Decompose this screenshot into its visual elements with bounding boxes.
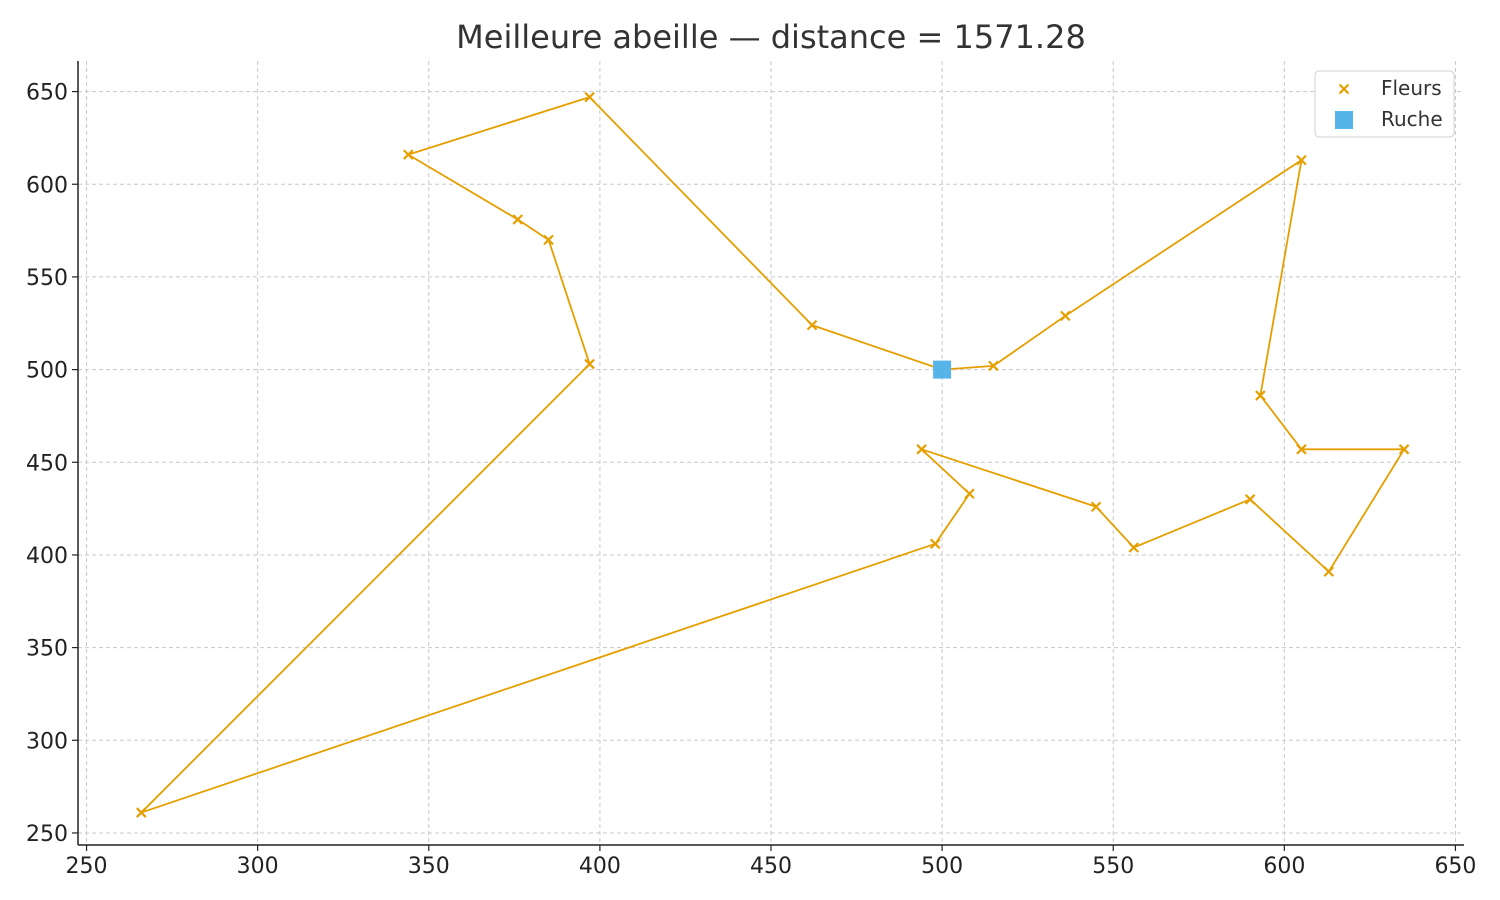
x-marker-stroke [1398, 444, 1410, 455]
x-marker-stroke [1060, 310, 1071, 322]
x-marker-stroke [1296, 154, 1307, 166]
flower-point [1128, 542, 1140, 553]
x-tick-label: 600 [1263, 854, 1305, 879]
x-marker-stroke [584, 91, 595, 103]
flower-point [543, 234, 554, 246]
y-tick-label: 600 [26, 173, 68, 198]
flower-point [136, 807, 147, 818]
flower-point [806, 319, 818, 331]
x-marker-stroke [929, 538, 941, 550]
legend-square-marker [1335, 111, 1353, 129]
x-marker-stroke [1323, 566, 1335, 577]
flower-point [1060, 310, 1071, 322]
x-marker-stroke [1255, 390, 1266, 401]
flower-point [1090, 501, 1102, 513]
x-tick-label: 400 [579, 854, 621, 879]
y-tick-label: 250 [26, 822, 68, 847]
hive-point [933, 360, 952, 379]
flower-point [584, 91, 595, 103]
x-tick-label: 500 [921, 854, 963, 879]
x-marker-stroke [584, 358, 595, 370]
x-marker-stroke [916, 444, 927, 455]
y-tick-label: 300 [26, 729, 68, 754]
legend-label-fleurs: Fleurs [1381, 76, 1442, 100]
flower-point [916, 444, 927, 455]
x-marker-stroke [806, 319, 818, 331]
x-tick-label: 250 [66, 854, 108, 879]
y-tick-label: 350 [26, 637, 68, 662]
flower-point [964, 488, 975, 500]
legend-x-marker [1338, 83, 1350, 95]
flower-point [512, 214, 524, 225]
x-tick-label: 300 [237, 854, 279, 879]
route-layer [140, 96, 1406, 814]
x-marker-stroke [512, 214, 524, 225]
flower-point [1323, 566, 1335, 577]
y-tick-label: 650 [26, 81, 68, 106]
points-layer [136, 91, 1410, 818]
x-marker-stroke [1128, 542, 1140, 553]
x-marker-stroke [136, 807, 147, 818]
y-tick-label: 550 [26, 266, 68, 291]
y-tick-label: 500 [26, 359, 68, 384]
x-tick-label: 350 [408, 854, 450, 879]
x-marker-stroke [1296, 444, 1307, 455]
flower-point [1296, 154, 1307, 166]
flower-point [1296, 444, 1307, 455]
x-marker-stroke [543, 234, 554, 246]
legend-label-ruche: Ruche [1381, 107, 1443, 131]
x-tick-label: 550 [1092, 854, 1134, 879]
x-marker-stroke [964, 488, 975, 500]
grid-layer [78, 61, 1464, 845]
legend-marker-fleurs [1338, 83, 1350, 95]
y-tick-label: 450 [26, 451, 68, 476]
legend: Fleurs Ruche [1314, 70, 1455, 138]
x-marker-stroke [1338, 83, 1350, 95]
flower-point [1398, 444, 1410, 455]
flower-point [988, 360, 999, 372]
route-line [140, 96, 1406, 814]
x-tick-label: 450 [750, 854, 792, 879]
y-tick-label: 400 [26, 544, 68, 569]
flower-point [1244, 494, 1256, 505]
x-marker-stroke [988, 360, 999, 372]
flower-point [402, 149, 414, 160]
chart-title: Meilleure abeille — distance = 1571.28 [456, 18, 1086, 56]
x-marker-stroke [1090, 501, 1102, 513]
flower-point [929, 538, 941, 550]
flower-point [584, 358, 595, 370]
x-tick-label: 650 [1434, 854, 1476, 879]
axes-layer: 250 300 350 400 450 500 550 600 650 250 300 350 400 4… [26, 61, 1476, 879]
x-marker-stroke [402, 149, 414, 160]
x-marker-stroke [1244, 494, 1256, 505]
flower-point [1255, 390, 1266, 401]
legend-marker-ruche [1335, 111, 1353, 129]
